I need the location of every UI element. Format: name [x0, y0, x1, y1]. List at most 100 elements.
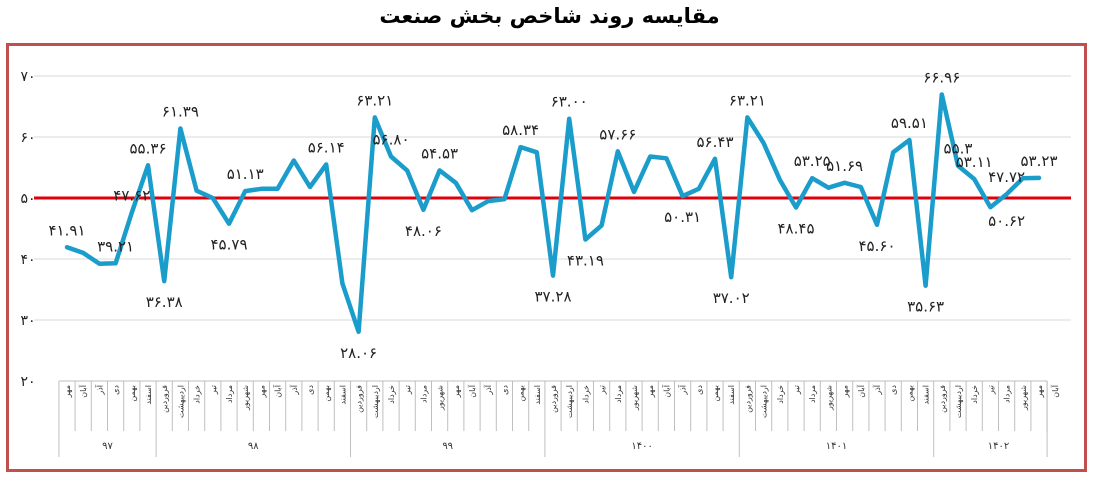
data-label: ۵۹.۵۱	[891, 114, 928, 132]
x-tick-label: فروردین	[549, 385, 558, 413]
x-tick-label: تیر	[209, 385, 218, 395]
data-label: ۵۶.۱۴	[308, 138, 345, 156]
x-tick-label: فروردین	[938, 385, 947, 413]
x-tick-label: دی	[112, 385, 121, 395]
x-tick-label: اسفند	[144, 385, 153, 405]
y-tick-label: ۳۰	[20, 313, 35, 329]
x-tick-label: اردیبهشت	[565, 385, 574, 418]
x-tick-label: خرداد	[193, 385, 202, 404]
data-label: ۴۵.۷۹	[211, 236, 248, 254]
x-tick-label: آذر	[483, 384, 493, 395]
data-label: ۵۰.۶۲	[988, 212, 1025, 230]
y-tick-label: ۶۰	[20, 130, 35, 146]
data-label: ۶۳.۲۱	[729, 91, 766, 109]
x-tick-label: شهریور	[824, 385, 833, 411]
x-tick-label: دی	[306, 385, 315, 395]
x-tick-label: شهریور	[436, 385, 445, 411]
series-line	[64, 92, 1042, 335]
data-label: ۴۵.۶۰	[859, 237, 896, 255]
x-tick-label: تیر	[792, 385, 801, 395]
x-tick-label: شهریور	[241, 385, 250, 411]
data-label: ۴۸.۰۶	[405, 222, 442, 240]
x-tick-label: اسفند	[338, 385, 347, 405]
data-label: ۵۱.۶۹	[826, 157, 863, 175]
data-label: ۶۳.۰۰	[551, 93, 588, 111]
data-label: ۵۰.۳۱	[664, 208, 701, 226]
x-tick-label: مرداد	[808, 385, 817, 403]
series-layer	[64, 92, 1042, 335]
x-tick-label: اردیبهشت	[954, 385, 963, 418]
data-label: ۶۱.۳۹	[162, 103, 199, 121]
x-tick-label: فروردین	[743, 385, 752, 413]
x-year-label: ۱۴۰۰	[631, 441, 652, 452]
x-tick-label: بهمن	[905, 385, 914, 402]
x-tick-label: تیر	[986, 385, 995, 395]
x-tick-label: تیر	[403, 385, 412, 395]
x-tick-label: آذر	[94, 384, 104, 395]
data-labels: ۴۱.۹۱ ۳۹.۲۱ ۴۷.۶۲ ۵۵.۳۶ ۳۶.۳۸ ۶۱.۳۹ ۴۵.۷۹ ۵۱.۱۳…	[49, 69, 1057, 362]
data-label: ۵۱.۱۳	[227, 165, 264, 183]
x-tick-label: بهمن	[711, 385, 720, 402]
x-tick-label: اردیبهشت	[760, 385, 769, 418]
x-tick-label: بهمن	[322, 385, 331, 402]
x-tick-label: بهمن	[128, 385, 137, 402]
x-tick-label: آبان	[1050, 384, 1060, 398]
data-label: ۶۶.۹۶	[923, 69, 960, 87]
x-tick-label: مهر	[63, 385, 72, 398]
data-label: ۳۶.۳۸	[146, 293, 183, 311]
x-tick-label: آبان	[273, 384, 283, 398]
x-tick-label: آذر	[289, 384, 299, 395]
x-tick-label: آبان	[661, 384, 671, 398]
x-tick-label: دی	[695, 385, 704, 395]
x-tick-label: فروردین	[355, 385, 364, 413]
data-label: ۵۳.۱۱	[956, 153, 993, 171]
x-tick-label: آبان	[467, 384, 477, 398]
x-tick-label: دی	[889, 385, 898, 395]
x-tick-label: مهر	[257, 385, 266, 398]
data-label: ۳۵.۶۳	[907, 298, 944, 316]
x-tick-label: آذر	[872, 384, 882, 395]
x-tick-label: مرداد	[614, 385, 623, 403]
data-label: ۳۹.۲۱	[97, 237, 134, 255]
x-tick-label: دی	[500, 385, 509, 395]
x-tick-label: اردیبهشت	[176, 385, 185, 418]
chart-title: مقایسه روند شاخص بخش صنعت	[379, 4, 720, 28]
data-label: ۵۳.۲۵	[794, 152, 831, 170]
x-tick-label: مهر	[452, 385, 461, 398]
data-label: ۵۸.۳۴	[502, 121, 539, 139]
x-tick-label: مهر	[841, 385, 850, 398]
data-label: ۵۶.۴۳	[697, 133, 734, 151]
data-label: ۲۸.۰۶	[340, 344, 377, 362]
x-tick-label: آبان	[856, 384, 866, 398]
data-label: ۵۵.۳	[944, 140, 973, 158]
x-tick-label: مرداد	[1003, 385, 1012, 403]
x-year-label: ۱۴۰۱	[826, 441, 847, 452]
x-tick-label: بهمن	[517, 385, 526, 402]
y-tick-label: ۴۰	[20, 252, 35, 268]
x-tick-label: خرداد	[970, 385, 979, 404]
x-tick-label: مرداد	[225, 385, 234, 403]
x-tick-label: شهریور	[1019, 385, 1028, 411]
data-label: ۵۴.۵۳	[421, 144, 458, 162]
x-tick-label: اسفند	[922, 385, 931, 405]
data-label: ۶۳.۲۱	[356, 91, 393, 109]
data-label: ۴۸.۴۵	[778, 219, 815, 237]
x-year-label: ۹۹	[442, 441, 453, 452]
data-label: ۴۷.۷۲	[988, 168, 1025, 186]
data-label: ۵۵.۳۶	[130, 139, 167, 157]
data-label: ۴۱.۹۱	[49, 221, 86, 239]
x-year-label: ۹۷	[102, 441, 113, 452]
x-tick-label: تیر	[598, 385, 607, 395]
x-tick-label: اردیبهشت	[371, 385, 380, 418]
x-year-label: ۱۴۰۲	[988, 441, 1009, 452]
y-axis: ۲۰ ۳۰ ۴۰ ۵۰ ۶۰ ۷۰	[20, 69, 35, 390]
data-label: ۵۷.۶۶	[599, 125, 636, 143]
x-tick-label: مهر	[1035, 385, 1044, 398]
x-tick-label: مرداد	[419, 385, 428, 403]
data-label: ۴۷.۶۲	[113, 187, 150, 205]
x-axis: مهر آبان آذر دی بهمن اسفند ۹۷ فروردین اردیبهشت خر…	[58, 380, 1060, 457]
x-tick-label: مهر	[646, 385, 655, 398]
data-label: ۳۷.۰۲	[713, 289, 750, 307]
data-label: ۵۶.۸۰	[373, 131, 410, 149]
